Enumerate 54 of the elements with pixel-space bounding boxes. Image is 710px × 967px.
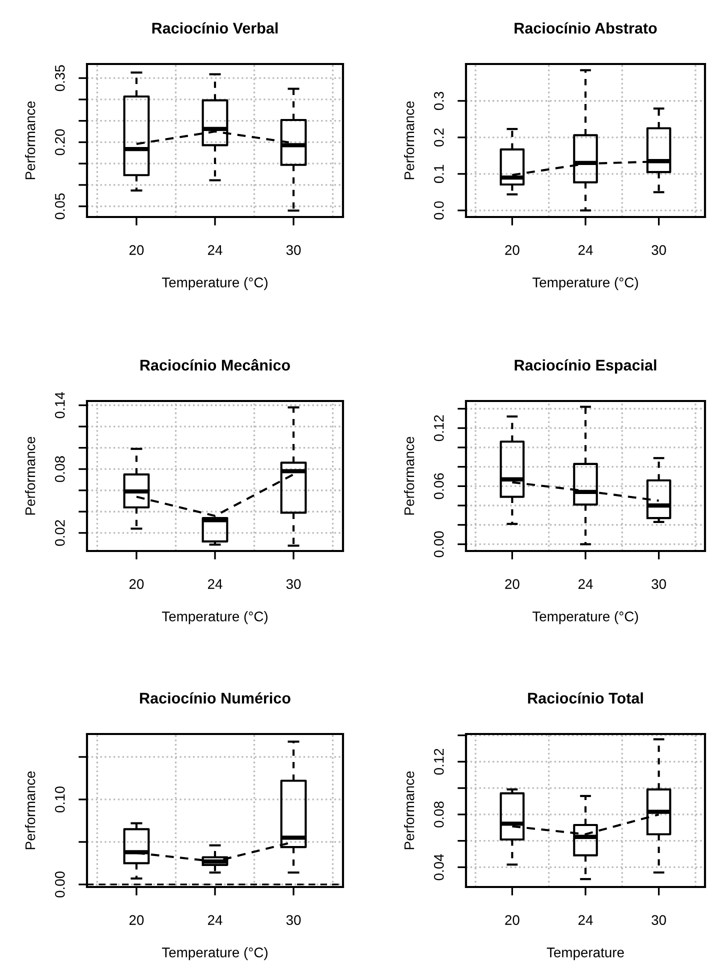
x-tick-label: 30 [286,245,301,255]
x-tick-label: 30 [652,245,666,255]
y-tick-label: 0.12 [434,748,444,775]
x-tick-label: 24 [208,579,222,589]
x-tick-label: 30 [286,579,301,589]
chart-title: Raciocínio Espacial [514,359,656,374]
y-tick-label: 0.08 [54,456,65,482]
y-tick-label: 0.00 [54,871,65,898]
x-tick-label: 30 [652,579,666,589]
y-tick-label: 0.35 [54,65,65,92]
y-tick-label: 0.2 [434,128,444,147]
x-axis-title: Temperature (°C) [162,277,268,290]
y-tick-label: 0.00 [434,531,444,558]
y-axis-title: Performance [25,771,36,850]
x-tick-label: 24 [578,579,593,589]
y-tick-label: 0.14 [54,392,65,418]
y-tick-label: 0.0 [434,201,444,220]
x-tick-label: 20 [129,579,144,589]
x-tick-label: 20 [129,245,144,255]
x-tick-label: 20 [505,915,520,925]
y-tick-label: 0.06 [434,473,444,500]
x-axis-title: Temperature (°C) [532,611,638,624]
chart-title: Raciocínio Verbal [152,22,278,34]
y-tick-label: 0.20 [54,129,65,156]
x-tick-label: 20 [505,579,520,589]
x-axis-title: Temperature (°C) [532,277,638,290]
x-axis-title: Temperature (°C) [162,947,268,960]
y-tick-label: 0.3 [434,92,444,110]
x-tick-label: 24 [208,915,222,925]
x-tick-label: 20 [505,245,520,255]
x-tick-label: 24 [208,245,222,255]
y-axis-title: Performance [25,436,36,515]
chart-title: Raciocínio Total [528,692,643,704]
y-axis-title: Performance [404,771,414,850]
y-tick-label: 0.12 [434,415,444,442]
x-tick-label: 24 [578,245,593,255]
y-tick-label: 0.08 [434,802,444,828]
chart-title: Raciocínio Mecânico [140,359,290,371]
x-axis-title: Temperature [546,948,624,960]
chart-title: Raciocínio Numérico [140,692,290,704]
x-tick-label: 24 [578,915,593,925]
y-axis-title: Performance [25,101,36,180]
x-axis-title: Temperature (°C) [162,611,268,624]
x-tick-label: 30 [652,915,666,925]
y-tick-label: 0.1 [434,164,444,184]
chart-title: Raciocínio Abstrato [514,22,657,34]
y-axis-title: Performance [404,101,414,180]
y-axis-title: Performance [404,436,414,515]
x-tick-label: 30 [286,915,301,925]
y-tick-label: 0.10 [54,786,65,812]
y-tick-label: 0.02 [54,520,65,546]
x-tick-label: 20 [129,915,144,925]
y-tick-label: 0.05 [54,193,65,220]
y-tick-label: 0.04 [434,854,444,880]
